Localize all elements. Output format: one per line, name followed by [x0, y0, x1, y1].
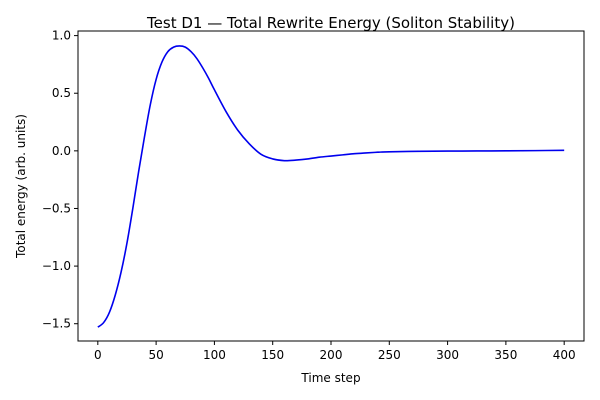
x-tick-label: 350: [494, 348, 517, 362]
x-axis-label: Time step: [300, 371, 360, 385]
plot-frame: [77, 30, 585, 342]
y-tick-label: 1.0: [52, 29, 71, 43]
plot-area: 0 50 100 150 200 250 300 350 400 −1.5 −1.0 −0.5 0.0…: [42, 29, 585, 362]
x-tick-label: 200: [320, 348, 343, 362]
y-axis-ticks: −1.5 −1.0 −0.5 0.0 0.5 1.0: [42, 29, 78, 331]
series-layer: [97, 45, 565, 328]
series-line-total-energy: [97, 45, 565, 328]
y-tick-label: 0.5: [52, 86, 71, 100]
y-tick-label: 0.0: [52, 144, 71, 158]
x-tick-label: 0: [94, 348, 102, 362]
chart-title: Test D1 — Total Rewrite Energy (Soliton …: [146, 14, 515, 32]
x-tick-label: 50: [148, 348, 163, 362]
x-axis-ticks: 0 50 100 150 200 250 300 350 400: [94, 341, 576, 362]
x-tick-label: 400: [553, 348, 576, 362]
x-tick-label: 250: [378, 348, 401, 362]
x-tick-label: 100: [203, 348, 226, 362]
y-tick-label: −1.0: [42, 259, 71, 273]
x-tick-label: 150: [261, 348, 284, 362]
x-tick-label: 300: [436, 348, 459, 362]
y-axis-label: Total energy (arb. units): [14, 114, 28, 259]
y-tick-label: −1.5: [42, 317, 71, 331]
y-tick-label: −0.5: [42, 201, 71, 215]
